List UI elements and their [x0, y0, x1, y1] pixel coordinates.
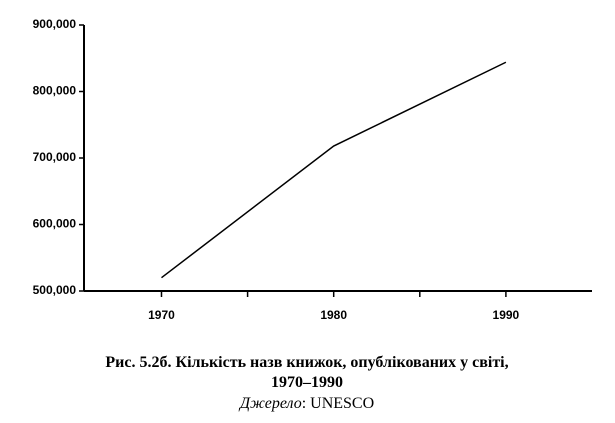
y-tick-label: 600,000 [33, 217, 77, 231]
x-tick-label: 1970 [148, 308, 175, 322]
source: Джерело: UNESCO [238, 395, 374, 412]
x-tick-label: 1980 [320, 308, 347, 322]
x-tick-label: 1990 [493, 308, 520, 322]
source-text: : UNESCO [302, 395, 374, 412]
y-tick-label: 900,000 [33, 17, 77, 31]
caption-line: Рис. 5.2б. Кількість назв книжок, опублі… [105, 354, 508, 371]
data-line [161, 61, 507, 279]
y-tick-label: 500,000 [33, 283, 77, 297]
caption-line: 1970–1990 [271, 374, 343, 391]
y-tick-label: 800,000 [33, 84, 77, 98]
source-label: Джерело [238, 395, 302, 412]
y-tick-label: 700,000 [33, 150, 77, 164]
